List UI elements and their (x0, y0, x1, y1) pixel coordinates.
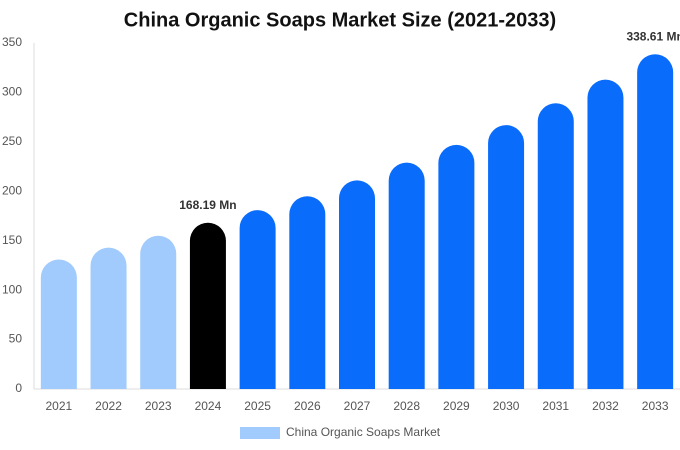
bar (189, 222, 226, 389)
y-tick-label: 300 (2, 85, 22, 99)
bar (637, 54, 674, 389)
y-tick-label: 350 (2, 35, 22, 49)
legend-swatch (240, 427, 280, 439)
value-label: 338.61 Mn (626, 29, 680, 43)
legend-label: China Organic Soaps Market (286, 425, 441, 439)
x-tick-label: 2025 (244, 399, 271, 413)
x-tick-label: 2021 (45, 399, 72, 413)
x-tick-label: 2028 (393, 399, 420, 413)
bar (537, 103, 574, 389)
x-tick-label: 2023 (145, 399, 172, 413)
x-tick-label: 2030 (493, 399, 520, 413)
x-tick-label: 2022 (95, 399, 122, 413)
bar (289, 196, 326, 389)
x-tick-label: 2024 (195, 399, 222, 413)
x-tick-label: 2026 (294, 399, 321, 413)
bar (40, 259, 77, 389)
y-tick-label: 50 (9, 332, 23, 346)
y-tick-label: 0 (15, 381, 22, 395)
bar (90, 247, 127, 389)
chart-title: China Organic Soaps Market Size (2021-20… (124, 9, 556, 31)
y-tick-label: 100 (2, 282, 22, 296)
x-tick-label: 2032 (592, 399, 619, 413)
x-tick-label: 2029 (443, 399, 470, 413)
x-tick-label: 2031 (542, 399, 569, 413)
x-tick-label: 2033 (642, 399, 669, 413)
y-tick-label: 250 (2, 134, 22, 148)
y-tick-label: 200 (2, 183, 22, 197)
bar (388, 162, 425, 389)
bar (587, 79, 624, 389)
bar (140, 235, 177, 389)
bar (488, 125, 525, 389)
bar (438, 144, 475, 389)
value-label: 168.19 Mn (179, 198, 236, 212)
x-tick-label: 2027 (344, 399, 371, 413)
bar (239, 210, 276, 389)
y-tick-label: 150 (2, 233, 22, 247)
bar (339, 180, 375, 389)
